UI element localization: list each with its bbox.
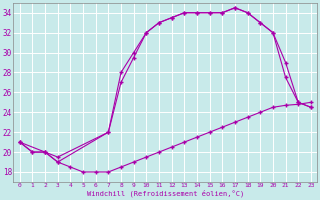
X-axis label: Windchill (Refroidissement éolien,°C): Windchill (Refroidissement éolien,°C) [87, 190, 244, 197]
